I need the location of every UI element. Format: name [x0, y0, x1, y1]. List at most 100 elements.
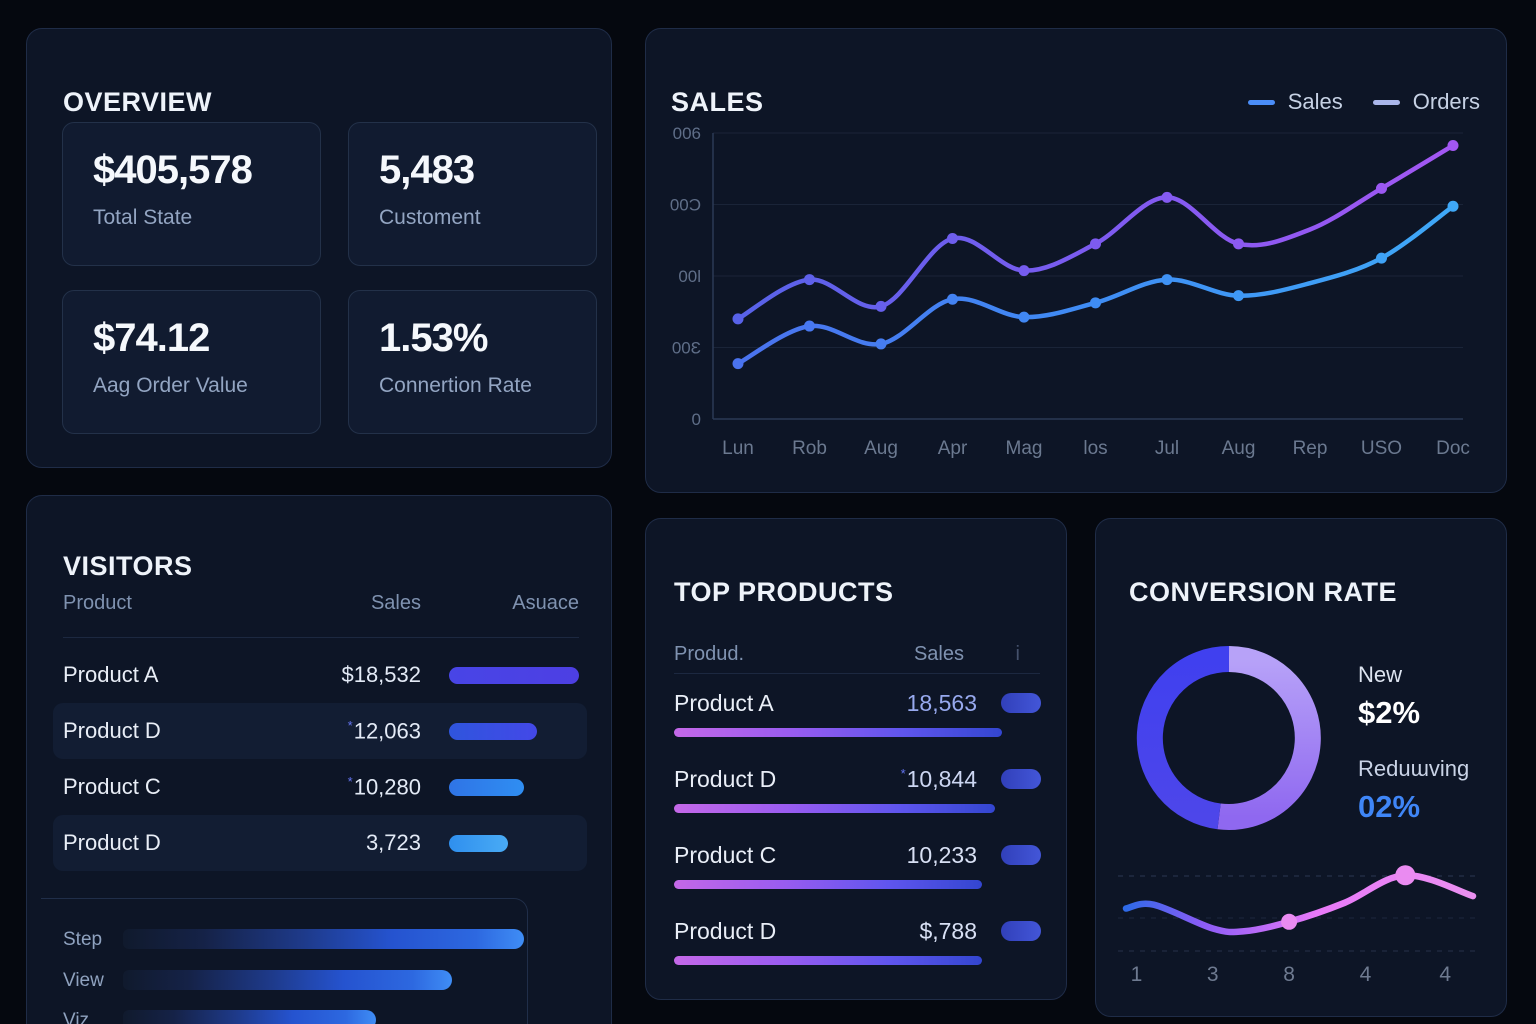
value-bar: [449, 666, 579, 684]
orders-point: [732, 313, 744, 325]
orders-point: [1233, 238, 1244, 250]
bar-track: [449, 778, 579, 796]
x-axis-tick: Lun: [722, 438, 754, 459]
legend-dash-icon: [1247, 99, 1275, 105]
legend-label: Orders: [1412, 89, 1480, 114]
sales-value: $,788: [919, 917, 977, 944]
sales-value: 18,563: [906, 689, 977, 716]
visitors-col-product: Product: [63, 592, 132, 614]
overview-panel: OVERVIEW $405,578 Total State 5,483 Custome…: [26, 28, 612, 468]
overview-stat-grid: $405,578 Total State 5,483 Customent $74.12 A…: [62, 122, 597, 434]
conversion-title: CONVERSION RATE: [1129, 577, 1398, 608]
bar-track: [449, 666, 579, 684]
orders-point: [875, 300, 887, 312]
visitors-title: VISITORS: [63, 551, 193, 582]
stat-value: $405,578: [93, 148, 253, 192]
sales-point: [1161, 274, 1173, 286]
product-name: Product D: [674, 765, 777, 792]
funnel-bar-viz: [123, 1010, 376, 1024]
product-name: Product D: [674, 917, 777, 944]
x-axis-tick: Apr: [938, 438, 968, 459]
sales-title: SALES: [671, 87, 764, 118]
product-bar: [674, 880, 983, 889]
top-products-panel: TOP PRODUCTS Produd. Sales i Product A 18…: [645, 518, 1067, 1000]
top-products-header-divider: [674, 673, 1040, 674]
legend-label: Sales: [1287, 89, 1343, 114]
sales-point: [732, 358, 744, 370]
stat-value: 1.53%: [379, 316, 488, 360]
stat-value: $74.12: [93, 316, 210, 360]
funnel-bar-step: [123, 929, 524, 949]
stat-card-2: $74.12 Aag Order Value: [62, 290, 321, 434]
value-bar: [449, 778, 525, 796]
trend-point: [1395, 865, 1416, 886]
overview-title: OVERVIEW: [63, 87, 213, 118]
bar-track: [449, 834, 579, 852]
stat-label: Aag Order Value: [93, 374, 248, 397]
y-axis-tick: 00Ɛ: [672, 339, 701, 358]
product-name: Product D: [63, 830, 161, 855]
product-name: Product C: [63, 774, 161, 799]
top-products-col-sales: Sales: [913, 643, 964, 665]
visitors-row-2: Product C *10,280: [53, 759, 587, 815]
value-pill-badge: [1001, 845, 1041, 865]
sales-point: [947, 293, 958, 305]
funnel-label-view: View: [63, 970, 104, 991]
orders-point: [1161, 191, 1173, 203]
legend-item-orders[interactable]: Orders: [1372, 89, 1480, 115]
funnel-label-step: Step: [63, 929, 103, 950]
visitors-funnel-section: [41, 898, 528, 1024]
product-name: Product A: [63, 662, 159, 687]
orders-point: [1018, 265, 1030, 277]
visitors-panel: VISITORS Product Sales Asuace Product A $…: [26, 495, 612, 1024]
top-products-row-1: Product D *10,844: [674, 757, 1041, 833]
sales-value: 10,233: [906, 841, 977, 868]
trend-x-tick: 4: [1439, 963, 1452, 986]
legend-dash-icon: [1372, 99, 1400, 105]
stat-value: 5,483: [379, 148, 475, 192]
sales-value: $18,532: [341, 662, 421, 687]
funnel-bar-view: [123, 970, 452, 990]
product-name: Product A: [674, 689, 774, 716]
visitors-col-sales: Sales: [370, 592, 421, 614]
trend-point: [1281, 913, 1298, 930]
orders-point: [1447, 140, 1459, 152]
sales-point: [1447, 200, 1459, 212]
star-icon: *: [347, 717, 353, 733]
visitors-row-1: Product D *12,063: [53, 703, 587, 759]
y-axis-tick: 0: [692, 410, 701, 429]
x-axis-tick: Doc: [1436, 438, 1470, 459]
sales-point: [1376, 252, 1387, 264]
trend-x-tick: 3: [1206, 963, 1219, 986]
top-products-col-extra: i: [1015, 643, 1020, 665]
conversion-panel: CONVERSION RATE New $2% Reduɯving 02% 1 3…: [1095, 518, 1507, 1017]
sales-point: [1233, 290, 1244, 302]
sales-value: *10,280: [347, 773, 421, 800]
bar-track: [449, 722, 579, 740]
donut-slice-blue: [1136, 645, 1230, 830]
y-axis-tick: 006: [673, 124, 701, 143]
orders-point: [1376, 182, 1387, 194]
sales-value: *10,844: [900, 765, 977, 792]
visitors-col-asuace: Asuace: [512, 592, 579, 614]
conversion-returning-label: Reduɯving: [1358, 756, 1470, 781]
sales-point: [1018, 311, 1030, 323]
sales-line-chart: 006 00Ɔ 00Ɩ 00Ɛ 0 Lun Rob Aug Apr Mag los Jul Aug Rep…: [670, 124, 1470, 459]
conversion-new-label: New: [1358, 662, 1403, 687]
product-bar: [674, 956, 983, 965]
value-pill-badge: [1001, 693, 1041, 713]
trend-x-tick: 8: [1283, 963, 1295, 986]
stat-card-1: 5,483 Customent: [348, 122, 597, 266]
x-axis-tick: Aug: [864, 438, 898, 459]
sales-value: *12,063: [347, 717, 421, 744]
orders-point: [1090, 238, 1101, 250]
value-pill-badge: [1001, 769, 1041, 789]
value-pill-badge: [1001, 921, 1041, 941]
value-bar: [449, 834, 508, 852]
product-bar: [674, 728, 1002, 737]
sales-legend: Sales Orders: [1247, 89, 1480, 115]
legend-item-sales[interactable]: Sales: [1247, 89, 1343, 115]
conversion-trend-chart: [1118, 865, 1478, 952]
visitors-table-body: Product A $18,532 Product D *12,063 Product …: [53, 647, 587, 871]
